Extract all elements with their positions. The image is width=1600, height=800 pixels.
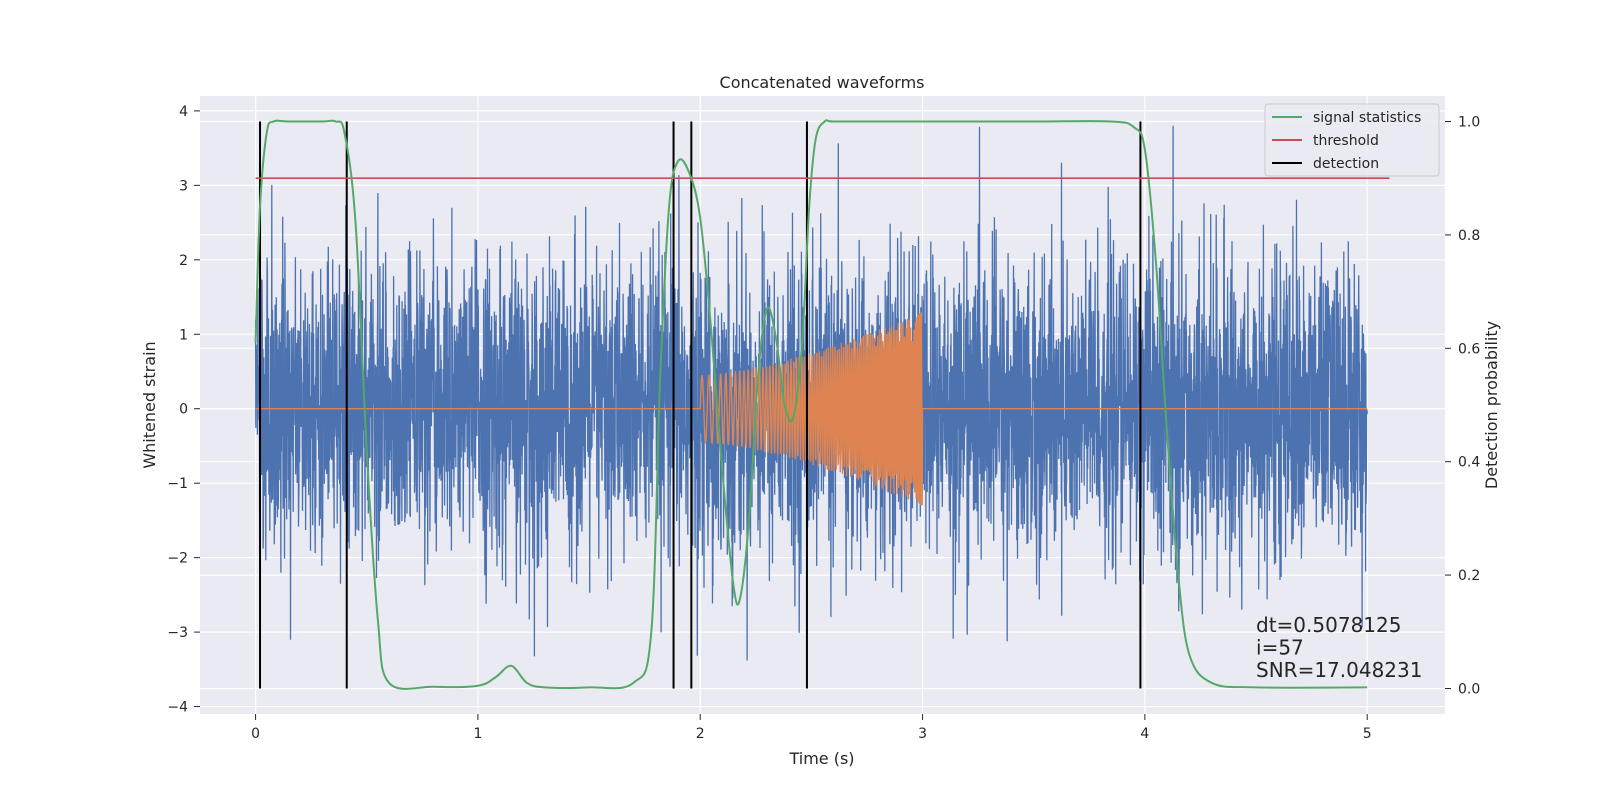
y-tick-label-2: −2 — [167, 551, 188, 567]
axes: 0 1 2 3 4 5 −4 −3 −2 −1 0 1 2 3 4 0.0 0.2 0.4 0.6 0.8 1.0 — [167, 104, 1480, 742]
signal-statistics-path — [254, 119, 1368, 690]
annotation-text-2: SNR=17.048231 — [1256, 658, 1422, 682]
x-tick-label-2: 2 — [696, 726, 705, 742]
y-tick-label-4: 0 — [179, 402, 188, 418]
x-tick-label-0: 0 — [251, 726, 260, 742]
x-tick-label-3: 3 — [918, 726, 927, 742]
y-tick-label-5: 1 — [179, 327, 188, 343]
y-axis-label: Whitened strain — [140, 341, 159, 468]
legend-label-detection: detection — [1313, 156, 1379, 172]
y2-tick-label-3: 0.6 — [1458, 341, 1480, 357]
x-tick-label-5: 5 — [1363, 726, 1372, 742]
legend-label-signal-statistics: signal statistics — [1313, 110, 1421, 126]
legend-label-threshold: threshold — [1313, 133, 1379, 149]
template-series-path — [255, 312, 1368, 506]
y2-tick-label-5: 1.0 — [1458, 115, 1480, 131]
y2-tick-label-0: 0.0 — [1458, 681, 1480, 697]
y2-tick-label-4: 0.8 — [1458, 228, 1480, 244]
overlay-traces — [254, 119, 1390, 690]
x-axis-label: Time (s) — [788, 749, 854, 768]
y-tick-label-3: −1 — [167, 476, 188, 492]
y2-tick-label-1: 0.2 — [1458, 568, 1480, 584]
x-tick-label-4: 4 — [1140, 726, 1149, 742]
chart-title: Concatenated waveforms — [720, 73, 925, 92]
y-tick-label-8: 4 — [179, 104, 188, 120]
y-tick-label-7: 3 — [179, 178, 188, 194]
annotation-text-0: dt=0.5078125 — [1256, 613, 1401, 637]
y2-axis-label: Detection probability — [1482, 321, 1501, 489]
y-tick-label-6: 2 — [179, 253, 188, 269]
x-tick-label-1: 1 — [473, 726, 482, 742]
noise-series-path — [254, 125, 1368, 661]
noise-trace — [254, 125, 1368, 661]
annotation-text-1: i=57 — [1256, 635, 1304, 659]
template-trace — [255, 312, 1368, 506]
legend: signal statistics threshold detection — [1264, 103, 1440, 177]
legend-box — [1264, 103, 1440, 177]
y-tick-label-0: −4 — [167, 700, 188, 716]
y2-tick-label-2: 0.4 — [1458, 455, 1480, 471]
y-tick-label-1: −3 — [167, 625, 188, 641]
